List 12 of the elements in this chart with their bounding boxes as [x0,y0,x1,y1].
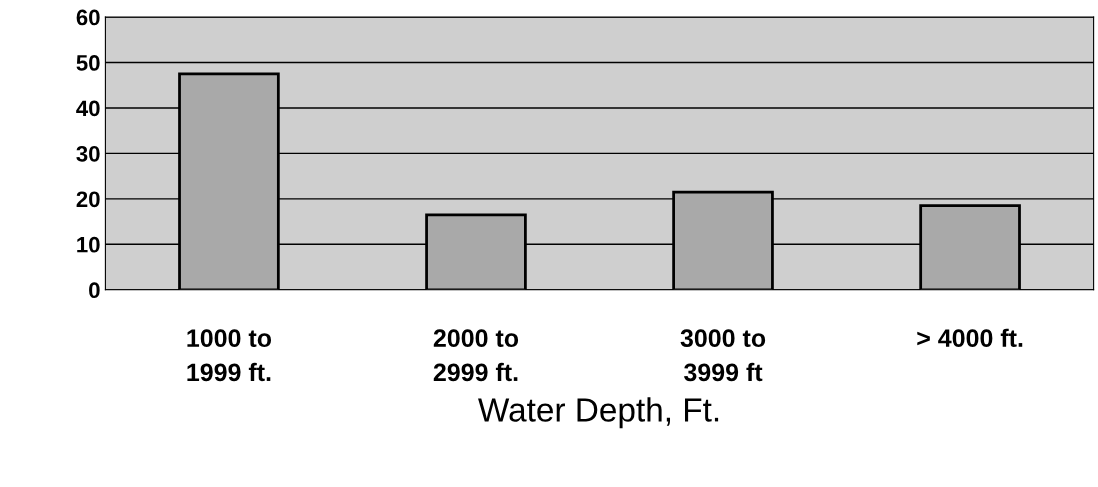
y-tick-label: 10 [77,236,100,253]
y-tick-label: 40 [76,100,100,117]
y-tick-label: 20 [76,191,100,208]
y-tick-label: 50 [76,55,100,71]
x-tick-label: 2000 to 2999 ft. [433,329,519,382]
x-axis-title: Water Depth, Ft. [478,397,719,429]
y-tick-label: 30 [76,145,100,162]
x-tick-label: > 4000 ft. [917,328,1023,348]
x-tick-label: 3000 to 3999 ft [680,329,766,382]
y-tick-label: 0 [89,282,100,299]
y-tick-label: 60 [76,9,100,26]
x-tick-label: 1000 to 1999 ft. [187,329,272,382]
